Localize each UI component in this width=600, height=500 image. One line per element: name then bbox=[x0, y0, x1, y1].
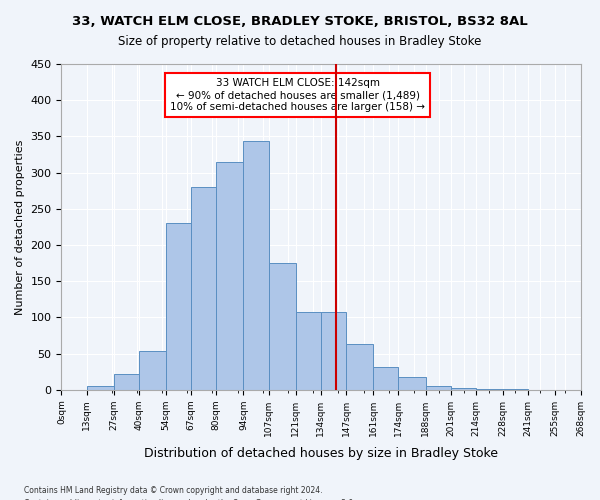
Bar bbox=[191, 187, 217, 390]
Bar bbox=[269, 263, 296, 390]
Text: 33 WATCH ELM CLOSE: 142sqm
← 90% of detached houses are smaller (1,489)
10% of s: 33 WATCH ELM CLOSE: 142sqm ← 90% of deta… bbox=[170, 78, 425, 112]
Bar bbox=[139, 352, 166, 390]
Text: 33, WATCH ELM CLOSE, BRADLEY STOKE, BRISTOL, BS32 8AL: 33, WATCH ELM CLOSE, BRADLEY STOKE, BRIS… bbox=[72, 15, 528, 28]
Bar bbox=[321, 312, 346, 390]
Text: Contains public sector information licensed under the Open Government Licence v3: Contains public sector information licen… bbox=[24, 498, 356, 500]
Bar bbox=[296, 312, 321, 390]
Bar bbox=[166, 224, 191, 390]
Bar bbox=[244, 142, 269, 390]
Bar bbox=[113, 374, 139, 390]
Bar bbox=[373, 368, 398, 390]
Text: Size of property relative to detached houses in Bradley Stoke: Size of property relative to detached ho… bbox=[118, 35, 482, 48]
X-axis label: Distribution of detached houses by size in Bradley Stoke: Distribution of detached houses by size … bbox=[144, 447, 498, 460]
Bar bbox=[425, 386, 451, 390]
Bar bbox=[503, 389, 528, 390]
Bar bbox=[217, 162, 244, 390]
Bar bbox=[86, 386, 113, 390]
Bar bbox=[451, 388, 476, 390]
Bar bbox=[476, 389, 503, 390]
Text: Contains HM Land Registry data © Crown copyright and database right 2024.: Contains HM Land Registry data © Crown c… bbox=[24, 486, 323, 495]
Bar bbox=[346, 344, 373, 390]
Bar bbox=[398, 377, 425, 390]
Y-axis label: Number of detached properties: Number of detached properties bbox=[15, 139, 25, 314]
